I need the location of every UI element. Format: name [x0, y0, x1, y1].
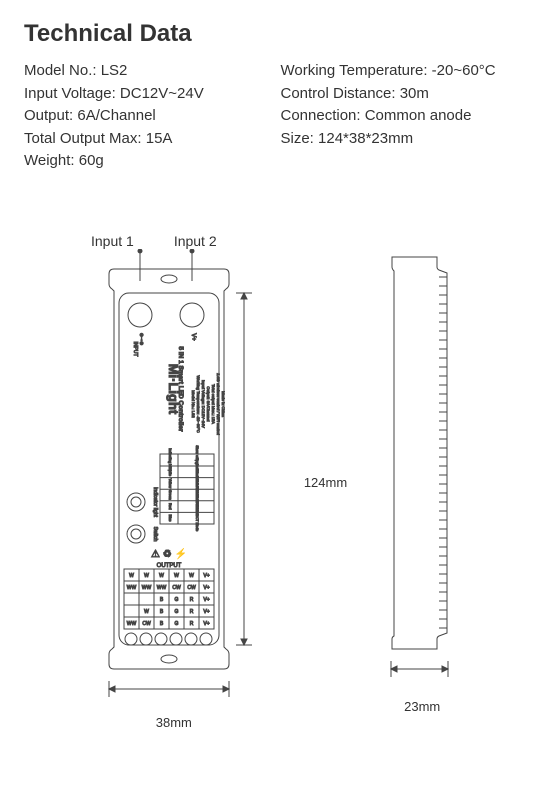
svg-text:CW: CW — [187, 585, 196, 591]
svg-text:Yellow: Yellow — [168, 478, 172, 488]
switch-label: Switch — [152, 526, 158, 541]
svg-text:Model No.: LS2: Model No.: LS2 — [191, 390, 196, 418]
svg-text:V+: V+ — [203, 585, 209, 591]
svg-text:V+: V+ — [203, 597, 209, 603]
svg-text:V+: V+ — [190, 333, 196, 341]
svg-text:Red: Red — [168, 503, 172, 509]
svg-text:B: B — [160, 609, 164, 615]
svg-text:Input Voltage: DC12V~24V: Input Voltage: DC12V~24V — [201, 380, 206, 428]
svg-text:2.4G wireless control / WiFi c: 2.4G wireless control / WiFi control — [216, 373, 221, 435]
page-title: Technical Data — [24, 20, 517, 48]
dim-side-width: 23mm — [404, 699, 440, 714]
svg-text:Working Temperature: -20~60°C: Working Temperature: -20~60°C — [196, 375, 201, 432]
svg-text:Total output Max.: 15A: Total output Max.: 15A — [211, 384, 216, 424]
svg-text:G: G — [174, 621, 178, 627]
spec-row: Connection: Common anode — [281, 105, 518, 128]
svg-text:W: W — [144, 609, 149, 615]
svg-text:W: W — [189, 573, 194, 579]
side-view-block: 23mm — [377, 253, 467, 714]
svg-text:G: G — [174, 597, 178, 603]
spec-row: Weight: 60g — [24, 150, 261, 173]
input1-label: Input 1 — [91, 233, 134, 249]
front-view-block: Input 1 Input 2 ⊖⊸⊕ — [74, 233, 274, 730]
svg-text:CW: CW — [172, 585, 181, 591]
indicator-label: Indicator light — [152, 487, 158, 517]
svg-text:R: R — [190, 609, 194, 615]
specs-right-col: Working Temperature: -20~60°CControl Dis… — [281, 60, 518, 173]
svg-text:RGB+CCT Mode: RGB+CCT Mode — [195, 504, 199, 531]
spec-row: Size: 124*38*23mm — [281, 128, 518, 151]
product-text: 5 IN 1 Smart LED Controller — [177, 346, 184, 432]
svg-text:R: R — [190, 621, 194, 627]
input2-label: Input 2 — [174, 233, 217, 249]
spec-row: Control Distance: 30m — [281, 83, 518, 106]
svg-text:B: B — [160, 621, 164, 627]
spec-row: Input Voltage: DC12V~24V — [24, 83, 261, 106]
svg-text:WW: WW — [127, 621, 137, 627]
svg-text:G: G — [174, 609, 178, 615]
input-text: INPUT — [132, 341, 138, 356]
output-text: OUTPUT — [156, 563, 181, 569]
svg-text:⚠ ♻ ⚡: ⚠ ♻ ⚡ — [151, 547, 187, 560]
svg-text:White: White — [168, 467, 172, 476]
svg-text:B: B — [160, 597, 164, 603]
svg-text:Blue: Blue — [168, 514, 172, 521]
svg-text:W: W — [129, 573, 134, 579]
svg-text:W: W — [174, 573, 179, 579]
svg-text:V+: V+ — [203, 621, 209, 627]
svg-text:Output: 6A/Channel: Output: 6A/Channel — [206, 386, 211, 421]
svg-text:Made in China: Made in China — [221, 391, 226, 418]
spec-row: Output: 6A/Channel — [24, 105, 261, 128]
svg-text:R: R — [190, 597, 194, 603]
dim-height: 124mm — [304, 475, 347, 490]
side-view-diagram — [377, 253, 467, 693]
svg-text:Green: Green — [168, 489, 172, 499]
specs-left-col: Model No.: LS2Input Voltage: DC12V~24VOu… — [24, 60, 261, 173]
svg-text:W: W — [159, 573, 164, 579]
spec-row: Total Output Max: 15A — [24, 128, 261, 151]
spec-row: Working Temperature: -20~60°C — [281, 60, 518, 83]
diagram-area: Input 1 Input 2 ⊖⊸⊕ — [24, 233, 517, 730]
dim-front-width: 38mm — [156, 715, 192, 730]
svg-text:WW: WW — [127, 585, 137, 591]
svg-text:CW: CW — [142, 621, 151, 627]
specs-block: Model No.: LS2Input Voltage: DC12V~24VOu… — [24, 60, 517, 173]
svg-text:WW: WW — [157, 585, 167, 591]
svg-text:V+: V+ — [203, 609, 209, 615]
svg-text:WW: WW — [142, 585, 152, 591]
svg-text:V+: V+ — [203, 573, 209, 579]
spec-row: Model No.: LS2 — [24, 60, 261, 83]
svg-text:W: W — [144, 573, 149, 579]
front-view-diagram: ⊖⊸⊕ INPUT V+ Mi·Light 5 IN 1 Smart LED C… — [74, 249, 274, 709]
